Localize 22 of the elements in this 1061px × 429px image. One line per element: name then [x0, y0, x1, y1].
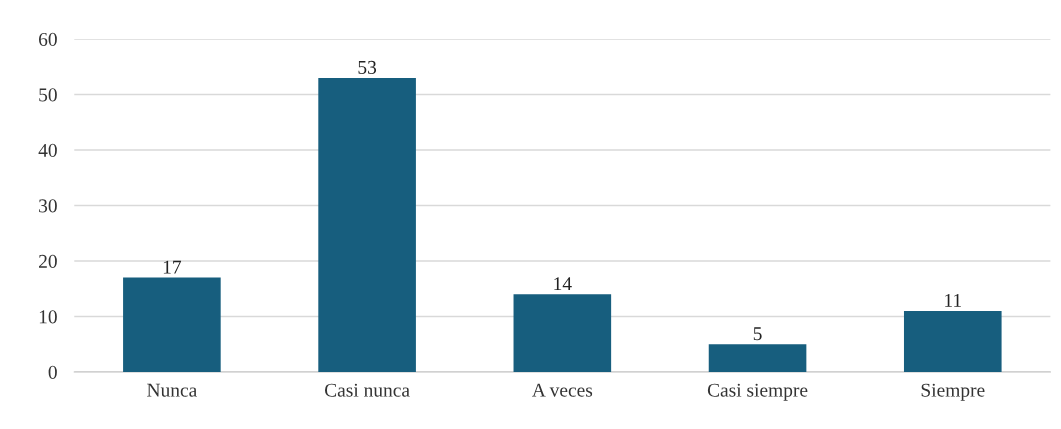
x-tick-label: Nunca — [147, 383, 197, 397]
bar — [708, 344, 807, 372]
y-tick-label: 50 — [39, 88, 57, 102]
x-tick-label: A veces — [532, 383, 593, 397]
data-label: 17 — [163, 260, 182, 274]
bar — [903, 310, 1002, 372]
y-tick-label: 0 — [48, 365, 57, 379]
data-label: 14 — [554, 277, 572, 291]
bar — [318, 77, 416, 372]
y-tick-label: 60 — [38, 32, 57, 46]
x-tick-label: Casi nunca — [324, 383, 410, 397]
y-tick-label: 40 — [38, 143, 57, 157]
data-label: 53 — [358, 60, 377, 74]
data-label: 11 — [945, 293, 961, 307]
y-tick-label: 30 — [39, 199, 57, 213]
y-tick-label: 10 — [39, 310, 57, 324]
data-label: 5 — [753, 327, 762, 341]
x-tick-label: Casi siempre — [707, 383, 808, 401]
bar — [513, 294, 612, 372]
x-tick-label: Siempre — [921, 383, 985, 401]
bar — [123, 277, 221, 372]
y-tick-label: 20 — [39, 254, 57, 268]
